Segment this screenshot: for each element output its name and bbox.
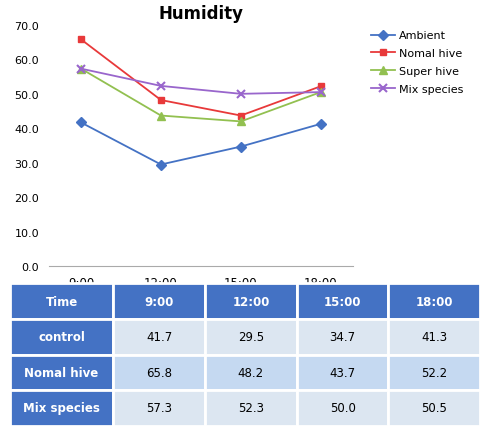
Mix species	[318, 90, 324, 95]
Bar	[389, 355, 480, 390]
Legend: Ambient, Nomal hive, Super hive, Mix species: Ambient, Nomal hive, Super hive, Mix spe…	[370, 31, 464, 95]
Nomal hive	[318, 84, 324, 89]
Mix species	[78, 67, 84, 72]
Bar	[113, 390, 205, 426]
Text: 12:00: 12:00	[232, 295, 270, 308]
Super hive	[158, 114, 164, 119]
Text: 9:00: 9:00	[145, 295, 174, 308]
Bar	[10, 319, 113, 355]
Bar	[113, 284, 205, 319]
Text: 43.7: 43.7	[330, 366, 356, 379]
Nomal hive	[78, 38, 84, 43]
Mix species	[158, 84, 164, 89]
Text: Mix species: Mix species	[23, 402, 100, 415]
Ambient	[158, 163, 164, 168]
Bar	[297, 319, 389, 355]
Bar	[297, 355, 389, 390]
Bar	[10, 355, 113, 390]
Text: 29.5: 29.5	[238, 331, 264, 344]
Text: Nomal hive: Nomal hive	[24, 366, 98, 379]
Bar	[389, 319, 480, 355]
Text: 50.5: 50.5	[421, 402, 447, 415]
Line: Nomal hive: Nomal hive	[77, 37, 324, 120]
Text: 18:00: 18:00	[416, 295, 453, 308]
Bar	[205, 390, 297, 426]
Bar	[205, 284, 297, 319]
Text: 48.2: 48.2	[238, 366, 264, 379]
Super hive	[318, 90, 324, 95]
Bar	[389, 284, 480, 319]
Text: 52.3: 52.3	[238, 402, 264, 415]
Line: Ambient: Ambient	[77, 120, 324, 169]
Text: 57.3: 57.3	[146, 402, 172, 415]
Nomal hive	[158, 98, 164, 103]
Ambient	[238, 144, 244, 150]
Text: 41.7: 41.7	[146, 331, 172, 344]
Super hive	[238, 120, 244, 125]
Text: control: control	[38, 331, 85, 344]
Text: 15:00: 15:00	[324, 295, 361, 308]
Text: 41.3: 41.3	[421, 331, 447, 344]
Ambient	[318, 122, 324, 127]
Super hive	[78, 67, 84, 72]
Text: 52.2: 52.2	[421, 366, 447, 379]
Bar	[389, 390, 480, 426]
Bar	[10, 390, 113, 426]
Bar	[205, 319, 297, 355]
Bar	[205, 355, 297, 390]
Nomal hive	[238, 114, 244, 119]
Mix species	[238, 92, 244, 97]
Bar	[10, 284, 113, 319]
Text: 65.8: 65.8	[146, 366, 172, 379]
Bar	[297, 284, 389, 319]
Line: Mix species: Mix species	[77, 65, 325, 99]
Text: Time: Time	[46, 295, 78, 308]
Line: Super hive: Super hive	[77, 65, 325, 126]
Bar	[113, 319, 205, 355]
Text: 34.7: 34.7	[330, 331, 356, 344]
Ambient	[78, 120, 84, 126]
Title: Humidity: Humidity	[158, 5, 244, 23]
Bar	[297, 390, 389, 426]
Bar	[113, 355, 205, 390]
Text: 50.0: 50.0	[330, 402, 356, 415]
